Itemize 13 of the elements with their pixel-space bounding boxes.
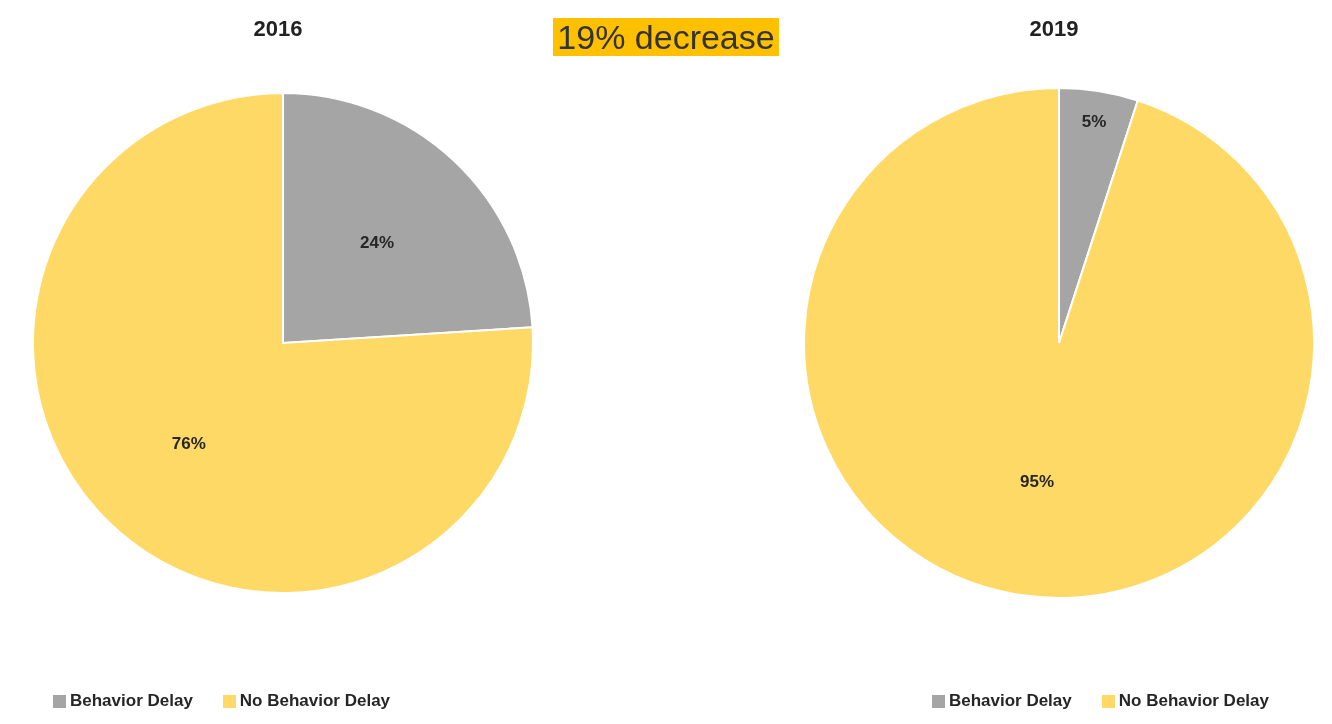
pie-slice: [803, 87, 1315, 599]
data-label: 76%: [171, 433, 206, 453]
pie-slice: [32, 92, 534, 594]
legend-label: Behavior Delay: [70, 691, 193, 710]
legend-label: No Behavior Delay: [239, 691, 391, 710]
legend-label: No Behavior Delay: [1118, 691, 1269, 710]
data-label: 95%: [1020, 472, 1055, 492]
text: 19% decrease: [553, 18, 779, 56]
data-label: 24%: [360, 233, 395, 253]
chart-title: 2019: [1028, 16, 1080, 42]
data-label: 5%: [1081, 111, 1107, 131]
legend-label: Behavior Delay: [948, 691, 1072, 710]
chart-title: 2016: [252, 16, 304, 42]
